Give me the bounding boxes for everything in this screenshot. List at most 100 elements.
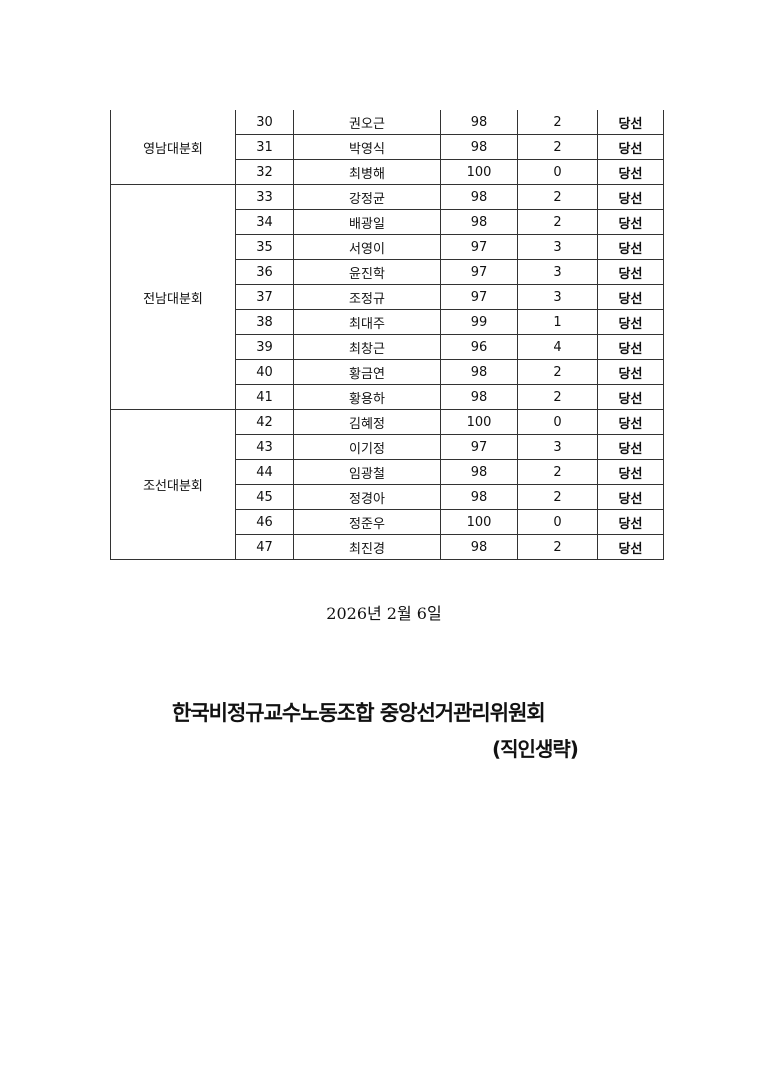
name-cell: 최진경 bbox=[293, 534, 441, 560]
number-cell: 39 bbox=[235, 334, 294, 360]
no-votes-cell: 2 bbox=[517, 384, 598, 410]
result-cell: 당선 bbox=[597, 184, 664, 210]
number-cell: 35 bbox=[235, 234, 294, 260]
table-row: 45 정경아 98 2 당선 bbox=[111, 484, 664, 510]
result-cell: 당선 bbox=[597, 110, 664, 135]
name-cell: 최대주 bbox=[293, 309, 441, 335]
number-cell: 42 bbox=[235, 409, 294, 435]
yes-votes-cell: 100 bbox=[440, 509, 518, 535]
yes-votes-cell: 100 bbox=[440, 409, 518, 435]
name-cell: 김혜정 bbox=[293, 409, 441, 435]
number-cell: 32 bbox=[235, 159, 294, 185]
yes-votes-cell: 100 bbox=[440, 159, 518, 185]
results-table: 영남대분회 30 권오근 98 2 당선 31 박영식 98 2 당선 32 최병해 100 0 당선 전남대분… bbox=[110, 110, 664, 560]
number-cell: 45 bbox=[235, 484, 294, 510]
yes-votes-cell: 98 bbox=[440, 359, 518, 385]
yes-votes-cell: 98 bbox=[440, 459, 518, 485]
yes-votes-cell: 97 bbox=[440, 434, 518, 460]
no-votes-cell: 2 bbox=[517, 534, 598, 560]
result-cell: 당선 bbox=[597, 359, 664, 385]
result-cell: 당선 bbox=[597, 284, 664, 310]
table-row: 조선대분회 42 김혜정 100 0 당선 bbox=[110, 409, 664, 560]
name-cell: 서영이 bbox=[293, 234, 441, 260]
name-cell: 정경아 bbox=[293, 484, 441, 510]
seal-note: (직인생략) bbox=[492, 737, 579, 761]
no-votes-cell: 0 bbox=[517, 159, 598, 185]
name-cell: 황금연 bbox=[293, 359, 441, 385]
organization-name: 한국비정규교수노동조합 중앙선거관리위원회 bbox=[172, 701, 546, 725]
number-cell: 46 bbox=[235, 509, 294, 535]
number-cell: 34 bbox=[235, 209, 294, 235]
yes-votes-cell: 97 bbox=[440, 284, 518, 310]
name-cell: 황용하 bbox=[293, 384, 441, 410]
yes-votes-cell: 98 bbox=[440, 134, 518, 160]
result-cell: 당선 bbox=[597, 484, 664, 510]
no-votes-cell: 3 bbox=[517, 234, 598, 260]
yes-votes-cell: 97 bbox=[440, 259, 518, 285]
name-cell: 임광철 bbox=[293, 459, 441, 485]
result-cell: 당선 bbox=[597, 234, 664, 260]
name-cell: 최창근 bbox=[293, 334, 441, 360]
branch-cell: 전남대분회 bbox=[110, 184, 236, 410]
document-date: 2026년 2월 6일 bbox=[326, 604, 442, 623]
name-cell: 이기정 bbox=[293, 434, 441, 460]
result-cell: 당선 bbox=[597, 259, 664, 285]
yes-votes-cell: 98 bbox=[440, 184, 518, 210]
name-cell: 최병해 bbox=[293, 159, 441, 185]
number-cell: 44 bbox=[235, 459, 294, 485]
no-votes-cell: 0 bbox=[517, 509, 598, 535]
no-votes-cell: 2 bbox=[517, 359, 598, 385]
number-cell: 36 bbox=[235, 259, 294, 285]
name-cell: 정준우 bbox=[293, 509, 441, 535]
no-votes-cell: 0 bbox=[517, 409, 598, 435]
yes-votes-cell: 98 bbox=[440, 384, 518, 410]
no-votes-cell: 3 bbox=[517, 434, 598, 460]
table-row: 37 조정규 97 3 당선 bbox=[111, 284, 664, 310]
branch-cell: 조선대분회 bbox=[110, 409, 236, 560]
table-row: 36 윤진학 97 3 당선 bbox=[111, 259, 664, 285]
table-row: 영남대분회 30 권오근 98 2 당선 bbox=[110, 110, 664, 185]
result-cell: 당선 bbox=[597, 409, 664, 435]
number-cell: 40 bbox=[235, 359, 294, 385]
result-cell: 당선 bbox=[597, 209, 664, 235]
no-votes-cell: 1 bbox=[517, 309, 598, 335]
name-cell: 조정규 bbox=[293, 284, 441, 310]
no-votes-cell: 2 bbox=[517, 184, 598, 210]
table-row: 31 박영식 98 2 당선 bbox=[111, 134, 664, 160]
result-cell: 당선 bbox=[597, 459, 664, 485]
number-cell: 43 bbox=[235, 434, 294, 460]
result-cell: 당선 bbox=[597, 384, 664, 410]
number-cell: 41 bbox=[235, 384, 294, 410]
no-votes-cell: 2 bbox=[517, 209, 598, 235]
yes-votes-cell: 98 bbox=[440, 110, 518, 135]
result-cell: 당선 bbox=[597, 509, 664, 535]
no-votes-cell: 2 bbox=[517, 134, 598, 160]
yes-votes-cell: 98 bbox=[440, 209, 518, 235]
table-row: 43 이기정 97 3 당선 bbox=[111, 434, 664, 460]
number-cell: 38 bbox=[235, 309, 294, 335]
yes-votes-cell: 96 bbox=[440, 334, 518, 360]
result-cell: 당선 bbox=[597, 159, 664, 185]
table-row: 32 최병해 100 0 당선 bbox=[111, 159, 664, 185]
table-row: 47 최진경 98 2 당선 bbox=[111, 534, 664, 560]
result-cell: 당선 bbox=[597, 309, 664, 335]
name-cell: 박영식 bbox=[293, 134, 441, 160]
number-cell: 47 bbox=[235, 534, 294, 560]
yes-votes-cell: 98 bbox=[440, 484, 518, 510]
number-cell: 37 bbox=[235, 284, 294, 310]
name-cell: 배광일 bbox=[293, 209, 441, 235]
name-cell: 권오근 bbox=[293, 110, 441, 135]
result-cell: 당선 bbox=[597, 334, 664, 360]
no-votes-cell: 3 bbox=[517, 259, 598, 285]
yes-votes-cell: 99 bbox=[440, 309, 518, 335]
no-votes-cell: 2 bbox=[517, 110, 598, 135]
table-row: 41 황용하 98 2 당선 bbox=[111, 384, 664, 410]
no-votes-cell: 2 bbox=[517, 459, 598, 485]
name-cell: 강정균 bbox=[293, 184, 441, 210]
number-cell: 31 bbox=[235, 134, 294, 160]
name-cell: 윤진학 bbox=[293, 259, 441, 285]
result-cell: 당선 bbox=[597, 434, 664, 460]
table-row: 전남대분회 33 강정균 98 2 당선 bbox=[110, 184, 664, 410]
no-votes-cell: 3 bbox=[517, 284, 598, 310]
table-row: 38 최대주 99 1 당선 bbox=[111, 309, 664, 335]
